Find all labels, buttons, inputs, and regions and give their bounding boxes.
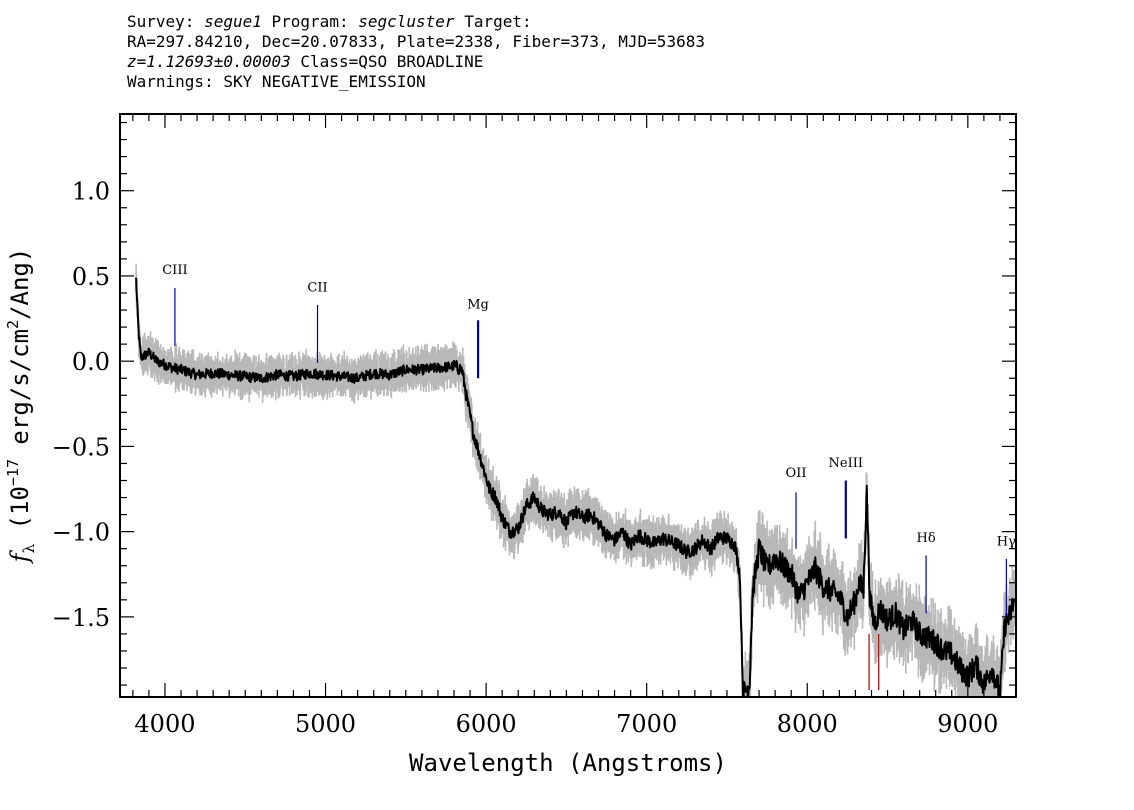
x-tick-labels: 4000 5000 6000 7000 8000 9000	[134, 710, 998, 738]
program-label: Program:	[271, 12, 349, 31]
x-axis-title: Wavelength (Angstroms)	[409, 749, 727, 777]
y-tick-label: −1.5	[52, 604, 110, 632]
axis-ticks	[120, 114, 1017, 697]
emission-line-label: CIII	[162, 263, 187, 278]
target-label: Target:	[464, 12, 532, 31]
warnings-line: Warnings: SKY NEGATIVE_EMISSION	[127, 72, 426, 91]
y-tick-label: −0.5	[52, 433, 110, 461]
survey-value: segue1	[204, 12, 262, 31]
emission-line-label: Hδ	[916, 531, 935, 546]
y-tick-label: 0.0	[72, 348, 110, 376]
x-tick-label: 9000	[937, 710, 998, 738]
y-tick-label: −1.0	[52, 519, 110, 547]
y-tick-label: 1.0	[72, 178, 110, 206]
class-value: Class=QSO BROADLINE	[300, 52, 484, 71]
y-tick-labels: 1.0 0.5 0.0 −0.5 −1.0 −1.5	[52, 178, 110, 632]
x-tick-label: 4000	[134, 710, 195, 738]
emission-line-label: NeIII	[829, 456, 863, 471]
survey-line: Survey: segue1 Program: segcluster Targe…	[127, 12, 705, 32]
emission-line-label: Hγ	[997, 534, 1016, 549]
emission-line-label: OII	[786, 466, 807, 481]
x-tick-label: 6000	[456, 710, 517, 738]
x-tick-label: 5000	[295, 710, 356, 738]
program-value: segcluster	[358, 12, 455, 31]
coordinates-line: RA=297.84210, Dec=20.07833, Plate=2338, …	[127, 32, 705, 51]
error-band	[135, 263, 1015, 697]
spectral-lines	[174, 287, 1007, 691]
plot-frame	[119, 113, 1017, 698]
emission-line-label: Mg	[467, 297, 489, 312]
redshift-value: z=1.12693±0.00003	[127, 52, 291, 71]
y-tick-label: 0.5	[72, 263, 110, 291]
error-band-path	[135, 263, 1015, 697]
spectrum-header: Survey: segue1 Program: segcluster Targe…	[127, 12, 705, 92]
y-axis-title: fλ (10−17 erg/s/cm2/Ang)	[4, 248, 38, 565]
survey-label: Survey:	[127, 12, 195, 31]
redshift-line: z=1.12693±0.00003 Class=QSO BROADLINE	[127, 52, 705, 72]
emission-line-label: CII	[307, 280, 327, 295]
x-tick-label: 8000	[777, 710, 838, 738]
flux-series-line	[135, 277, 1016, 697]
x-tick-label: 7000	[616, 710, 677, 738]
flux-layer	[135, 277, 1016, 697]
